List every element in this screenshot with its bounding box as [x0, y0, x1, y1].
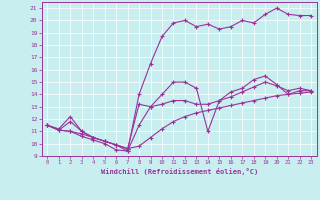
X-axis label: Windchill (Refroidissement éolien,°C): Windchill (Refroidissement éolien,°C)	[100, 168, 258, 175]
